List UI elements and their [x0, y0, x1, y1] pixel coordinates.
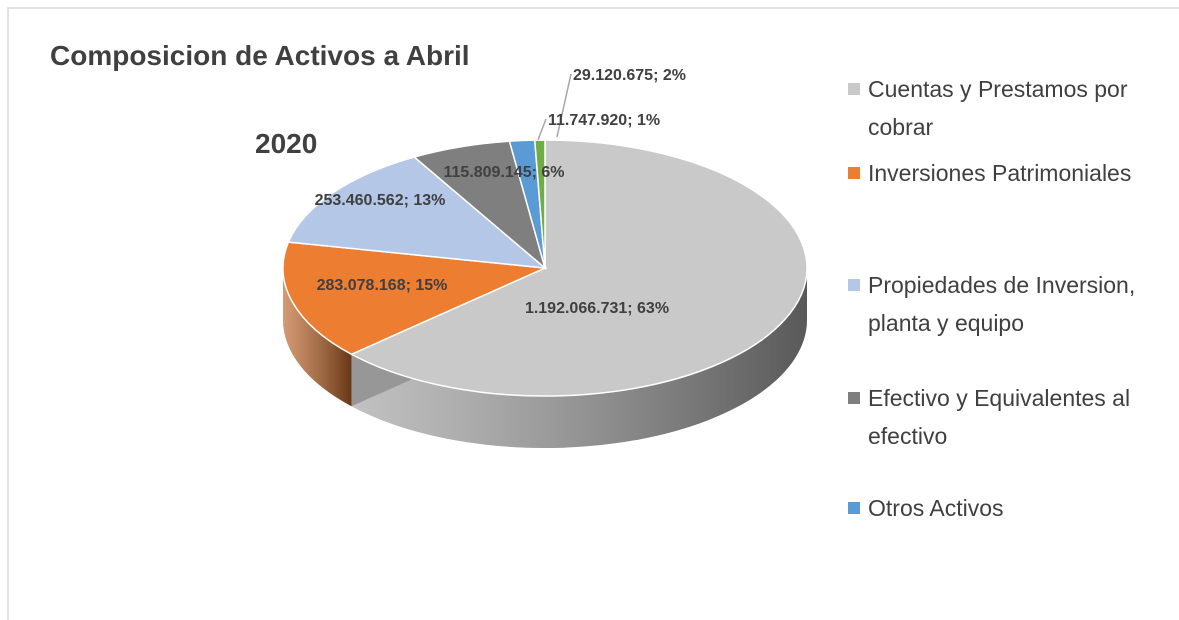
leader-line	[556, 73, 572, 138]
legend-label: Inversiones Patrimoniales	[868, 160, 1132, 186]
legend-label: Efectivo y Equivalentes al efectivo	[868, 385, 1131, 449]
slice	[282, 241, 548, 356]
legend-swatch	[848, 167, 860, 179]
legend-swatch	[848, 502, 860, 514]
slice-side-shade	[283, 268, 352, 407]
frame	[7, 7, 1179, 620]
legend-swatch	[848, 392, 860, 404]
slice	[287, 156, 548, 269]
data-label: 1.192.066.731; 63%	[525, 300, 669, 317]
leader-line	[537, 118, 547, 141]
chart-title: Composicion de Activos a Abril	[50, 40, 470, 71]
data-label: 115.809.145; 6%	[444, 164, 565, 181]
slice	[533, 139, 546, 269]
data-label: 29.120.675; 2%	[573, 67, 686, 84]
legend-label: Propiedades de Inversion, planta y equip…	[868, 272, 1136, 336]
legend-swatch	[848, 83, 860, 95]
legend-swatch	[848, 279, 860, 291]
data-label: 253.460.562; 13%	[315, 192, 446, 209]
legend-label: Cuentas y Prestamos por cobrar	[868, 76, 1128, 140]
slice-side-shade	[351, 268, 807, 449]
slice	[349, 139, 808, 397]
data-label: 11.747.920; 1%	[548, 112, 660, 129]
legend-label: Otros Activos	[868, 495, 1004, 521]
chart-subtitle: 2020	[255, 128, 317, 159]
data-label: 283.078.168; 15%	[317, 277, 448, 294]
